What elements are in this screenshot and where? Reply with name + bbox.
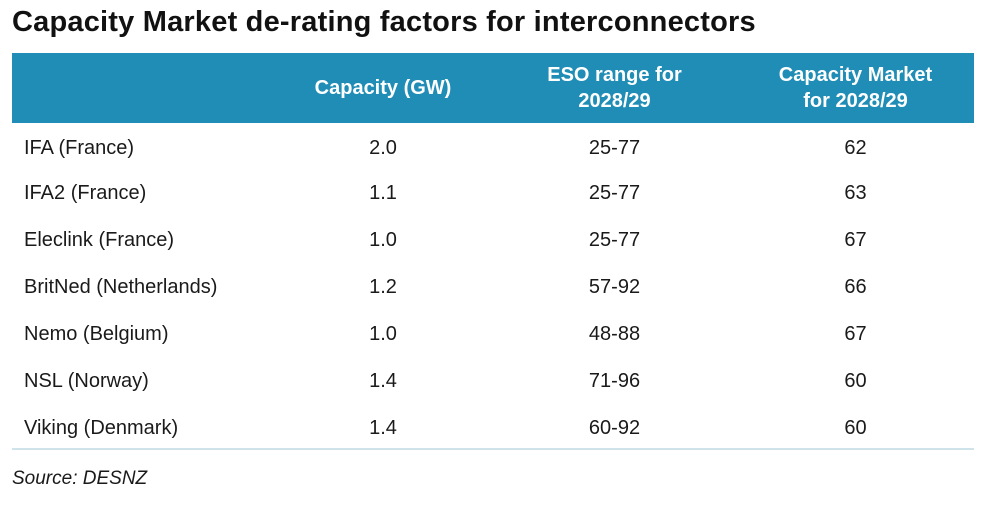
table-bottom-rule [12,448,974,450]
table-row: NSL (Norway) 1.4 71-96 60 [12,358,974,405]
interconnector-cell: Viking (Denmark) [24,417,179,439]
column-header-line: ESO range for [547,64,682,86]
capacity-cell: 2.0 [369,137,397,159]
column-header-interconnector [12,53,274,123]
capacity-cell: 1.0 [369,323,397,345]
eso-range-cell: 48-88 [588,323,641,345]
eso-range-cell: 71-96 [588,370,641,392]
capacity-market-cell: 60 [844,417,867,439]
column-header-eso-range: ESO range for 2028/29 [492,53,737,123]
capacity-market-cell: 63 [844,182,867,204]
capacity-cell: 1.0 [369,229,397,251]
eso-range-cell: 60-92 [588,417,641,439]
capacity-market-cell: 67 [844,229,867,251]
capacity-cell: 1.4 [369,370,397,392]
eso-range-cell: 25-77 [588,182,641,204]
eso-range-cell: 25-77 [588,137,641,159]
table-row: IFA2 (France) 1.1 25-77 63 [12,170,974,217]
table-row: Eleclink (France) 1.0 25-77 67 [12,217,974,264]
column-header-line: 2028/29 [578,90,651,112]
column-header-line: Capacity Market [778,64,933,86]
table-row: BritNed (Netherlands) 1.2 57-92 66 [12,264,974,311]
column-header-line: Capacity (GW) [314,77,452,99]
table-row: IFA (France) 2.0 25-77 62 [12,123,974,170]
data-table: Capacity (GW) ESO range for 2028/29 Capa… [12,53,974,452]
data-table-container: Capacity (GW) ESO range for 2028/29 Capa… [12,53,974,452]
capacity-cell: 1.2 [369,276,397,298]
interconnector-cell: Nemo (Belgium) [24,323,169,345]
interconnector-cell: BritNed (Netherlands) [24,276,218,298]
table-body: IFA (France) 2.0 25-77 62 IFA2 (France) 1.1 25… [12,123,974,452]
header-row: Capacity (GW) ESO range for 2028/29 Capa… [12,53,974,123]
capacity-market-cell: 62 [844,137,867,159]
interconnector-cell: Eleclink (France) [24,229,175,251]
column-header-line: for 2028/29 [803,90,908,112]
eso-range-cell: 57-92 [588,276,641,298]
capacity-market-cell: 67 [844,323,867,345]
interconnector-cell: IFA (France) [24,137,135,159]
column-header-capacity: Capacity (GW) [274,53,492,123]
chart-title: Capacity Market de-rating factors for in… [12,6,756,38]
interconnector-cell: IFA2 (France) [24,182,147,204]
capacity-market-cell: 60 [844,370,867,392]
capacity-cell: 1.4 [369,417,397,439]
capacity-market-cell: 66 [844,276,867,298]
column-header-capacity-market: Capacity Market for 2028/29 [737,53,974,123]
source-note: Source: DESNZ [12,468,148,489]
eso-range-cell: 25-77 [588,229,641,251]
table-row: Viking (Denmark) 1.4 60-92 60 [12,405,974,452]
capacity-cell: 1.1 [369,182,397,204]
table-row: Nemo (Belgium) 1.0 48-88 67 [12,311,974,358]
interconnector-cell: NSL (Norway) [24,370,149,392]
